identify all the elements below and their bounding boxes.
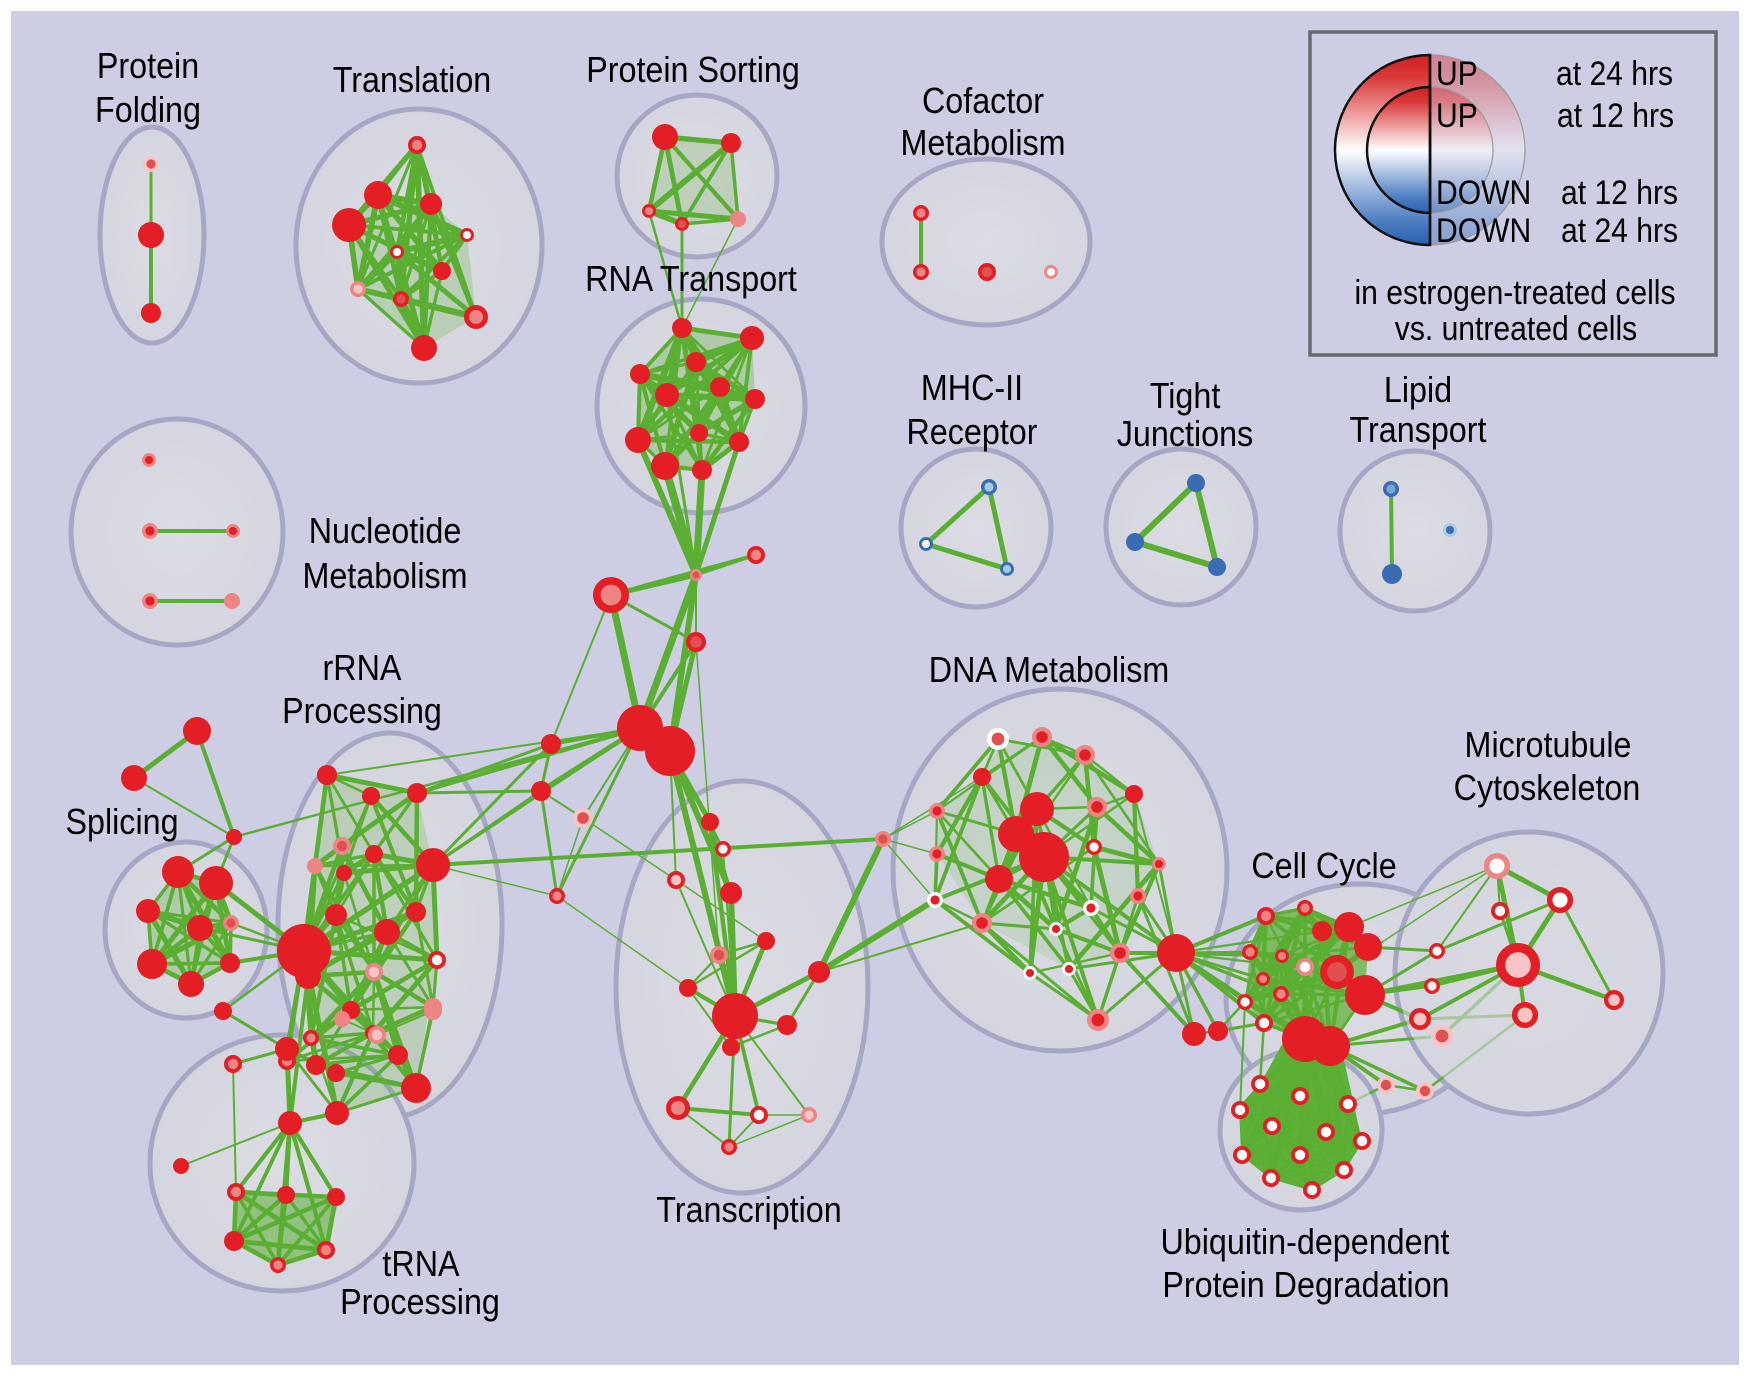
svg-text:Cell Cycle: Cell Cycle [1251, 846, 1396, 886]
svg-text:Transport: Transport [1350, 410, 1487, 450]
svg-text:Microtubule: Microtubule [1465, 725, 1632, 765]
svg-text:in estrogen-treated cells: in estrogen-treated cells [1354, 273, 1675, 311]
svg-text:Processing: Processing [282, 691, 442, 731]
svg-text:Tight: Tight [1150, 376, 1221, 416]
svg-text:DOWN: DOWN [1436, 173, 1531, 211]
svg-text:Translation: Translation [333, 60, 492, 100]
svg-text:Metabolism: Metabolism [900, 123, 1065, 163]
svg-text:DNA Metabolism: DNA Metabolism [929, 650, 1169, 690]
svg-text:Nucleotide: Nucleotide [309, 511, 462, 551]
svg-text:Protein Sorting: Protein Sorting [586, 50, 800, 90]
svg-text:Cytoskeleton: Cytoskeleton [1454, 768, 1641, 808]
svg-text:at 12 hrs: at 12 hrs [1561, 173, 1678, 211]
svg-text:UP: UP [1436, 96, 1478, 134]
svg-text:rRNA: rRNA [323, 648, 402, 688]
svg-text:Processing: Processing [340, 1282, 500, 1322]
svg-text:UP: UP [1436, 54, 1478, 92]
svg-text:Protein: Protein [97, 46, 199, 86]
svg-text:Protein Degradation: Protein Degradation [1162, 1265, 1449, 1305]
svg-text:Receptor: Receptor [906, 412, 1037, 452]
svg-text:Lipid: Lipid [1384, 370, 1452, 410]
svg-text:RNA Transport: RNA Transport [585, 259, 797, 299]
svg-text:Transcription: Transcription [656, 1190, 841, 1230]
svg-text:Splicing: Splicing [65, 802, 178, 842]
svg-text:tRNA: tRNA [382, 1244, 459, 1284]
svg-text:DOWN: DOWN [1436, 211, 1531, 249]
svg-text:at 24 hrs: at 24 hrs [1561, 211, 1678, 249]
svg-text:Junctions: Junctions [1117, 414, 1253, 454]
svg-text:at 24 hrs: at 24 hrs [1556, 54, 1673, 92]
svg-text:Ubiquitin-dependent: Ubiquitin-dependent [1160, 1222, 1449, 1262]
svg-text:Metabolism: Metabolism [302, 556, 467, 596]
svg-text:at 12 hrs: at 12 hrs [1557, 96, 1674, 134]
svg-text:MHC-II: MHC-II [921, 368, 1023, 408]
svg-text:vs. untreated cells: vs. untreated cells [1395, 309, 1637, 347]
svg-text:Folding: Folding [95, 90, 201, 130]
svg-text:Cofactor: Cofactor [922, 81, 1044, 121]
